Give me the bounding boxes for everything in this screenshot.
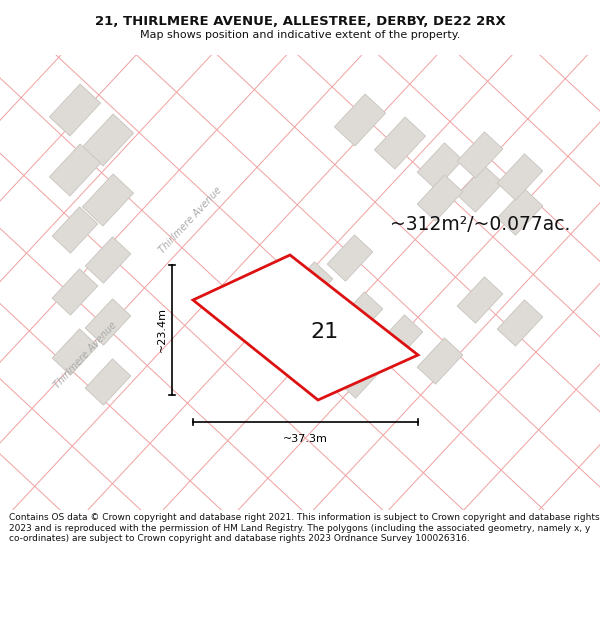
Polygon shape	[337, 352, 383, 398]
Polygon shape	[334, 94, 386, 146]
Polygon shape	[377, 315, 423, 361]
Polygon shape	[417, 338, 463, 384]
Text: ~37.3m: ~37.3m	[283, 434, 328, 444]
Text: 21, THIRLMERE AVENUE, ALLESTREE, DERBY, DE22 2RX: 21, THIRLMERE AVENUE, ALLESTREE, DERBY, …	[95, 16, 505, 28]
Text: ~23.4m: ~23.4m	[157, 308, 167, 352]
Polygon shape	[85, 237, 131, 283]
Polygon shape	[457, 132, 503, 178]
Text: Thirlmere Avenue: Thirlmere Avenue	[52, 320, 118, 390]
Polygon shape	[497, 300, 543, 346]
Polygon shape	[287, 262, 333, 308]
Text: 21: 21	[311, 322, 339, 342]
Polygon shape	[457, 166, 503, 212]
Polygon shape	[337, 292, 383, 338]
Polygon shape	[457, 277, 503, 323]
Polygon shape	[52, 269, 98, 315]
Polygon shape	[49, 144, 101, 196]
Text: Contains OS data © Crown copyright and database right 2021. This information is : Contains OS data © Crown copyright and d…	[9, 514, 599, 543]
Polygon shape	[49, 84, 101, 136]
Polygon shape	[417, 143, 463, 189]
Polygon shape	[193, 255, 418, 400]
Polygon shape	[82, 174, 134, 226]
Polygon shape	[82, 114, 134, 166]
Text: Thirlmere Avenue: Thirlmere Avenue	[157, 185, 223, 255]
Text: Map shows position and indicative extent of the property.: Map shows position and indicative extent…	[140, 29, 460, 39]
Polygon shape	[374, 117, 425, 169]
Polygon shape	[417, 175, 463, 221]
Polygon shape	[497, 154, 543, 200]
Polygon shape	[327, 235, 373, 281]
Polygon shape	[497, 189, 543, 235]
Polygon shape	[85, 299, 131, 345]
Polygon shape	[85, 359, 131, 405]
Polygon shape	[52, 207, 98, 253]
Polygon shape	[52, 329, 98, 375]
Text: ~312m²/~0.077ac.: ~312m²/~0.077ac.	[390, 216, 571, 234]
